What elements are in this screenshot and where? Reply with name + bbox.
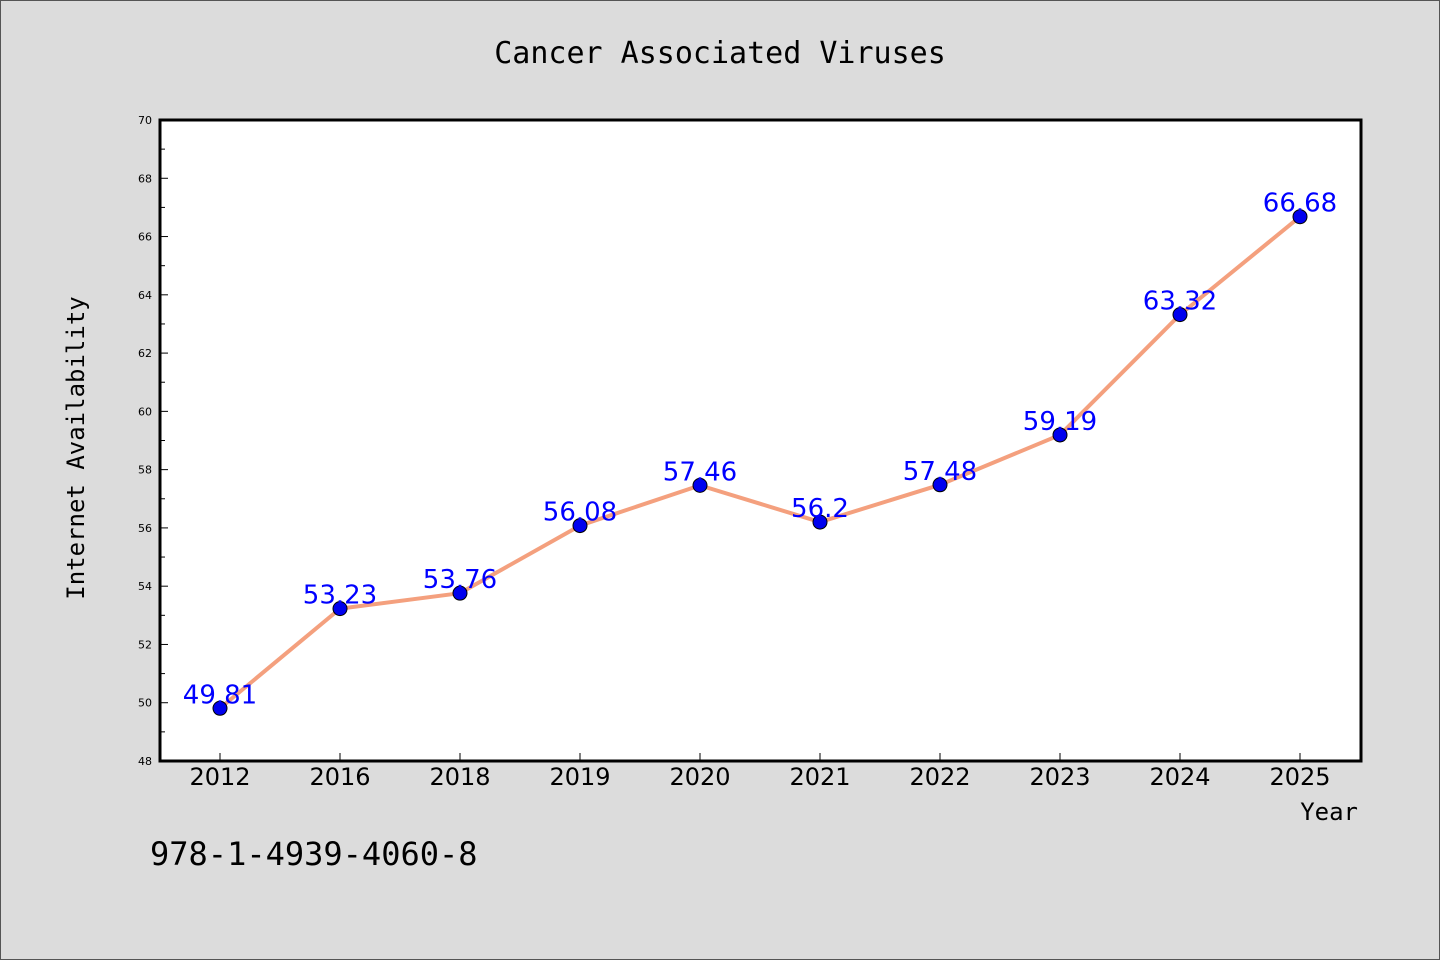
y-tick-label: 60 bbox=[138, 405, 152, 418]
y-tick-label: 54 bbox=[138, 580, 152, 593]
series-line bbox=[218, 215, 1302, 710]
data-labels-group: 49.81 53.23 53.76 56.08 57.46 56.2 57.48 59.19 6… bbox=[183, 189, 1337, 711]
markers-group bbox=[212, 209, 1308, 716]
x-tick-label: 2020 bbox=[669, 763, 730, 791]
data-point bbox=[932, 477, 948, 493]
data-point bbox=[692, 477, 708, 493]
data-label: 49.81 bbox=[183, 680, 257, 710]
data-label: 56.2 bbox=[791, 494, 849, 524]
y-axis-label: Internet Availability bbox=[62, 296, 90, 599]
y-tick-label: 50 bbox=[138, 697, 152, 710]
y-tick-label: 48 bbox=[138, 755, 152, 768]
x-axis: 2012 2016 2018 2019 2020 2021 2022 2023 2024 2025 bbox=[189, 753, 1331, 791]
y-tick-label: 68 bbox=[138, 172, 152, 185]
data-point bbox=[1292, 209, 1308, 225]
y-tick-label: 64 bbox=[138, 289, 152, 302]
y-tick-label: 62 bbox=[138, 347, 152, 360]
y-tick-label: 70 bbox=[138, 114, 152, 127]
data-label: 66.68 bbox=[1263, 189, 1337, 219]
footer-isbn: 978-1-4939-4060-8 bbox=[150, 835, 478, 873]
data-point bbox=[572, 518, 588, 534]
data-label: 57.48 bbox=[903, 457, 977, 487]
x-tick-label: 2021 bbox=[789, 763, 850, 791]
x-axis-label: Year bbox=[1300, 798, 1358, 826]
y-axis: 48 50 52 54 56 58 60 62 64 66 68 70 bbox=[138, 114, 168, 768]
data-label: 63.32 bbox=[1143, 287, 1217, 317]
x-tick-label: 2018 bbox=[429, 763, 490, 791]
data-point bbox=[452, 585, 468, 601]
data-label: 57.46 bbox=[663, 457, 737, 487]
x-tick-label: 2025 bbox=[1269, 763, 1330, 791]
data-point bbox=[1052, 427, 1068, 443]
data-label: 59.19 bbox=[1023, 407, 1097, 437]
data-point bbox=[812, 514, 828, 530]
x-tick-label: 2019 bbox=[549, 763, 610, 791]
x-tick-label: 2024 bbox=[1149, 763, 1210, 791]
y-tick-label: 58 bbox=[138, 464, 152, 477]
data-label: 56.08 bbox=[543, 498, 617, 528]
plot-area bbox=[158, 118, 1363, 763]
data-point bbox=[212, 700, 228, 716]
data-label: 53.76 bbox=[423, 565, 497, 595]
y-tick-label: 66 bbox=[138, 231, 152, 244]
x-tick-label: 2012 bbox=[189, 763, 250, 791]
data-label: 53.23 bbox=[303, 581, 377, 611]
data-point bbox=[1172, 307, 1188, 323]
x-tick-label: 2016 bbox=[309, 763, 370, 791]
chart-title: Cancer Associated Viruses bbox=[494, 36, 946, 71]
x-tick-label: 2022 bbox=[909, 763, 970, 791]
x-tick-label: 2023 bbox=[1029, 763, 1090, 791]
series-line-group bbox=[218, 215, 1302, 710]
data-point bbox=[332, 601, 348, 617]
y-tick-label: 56 bbox=[138, 522, 152, 535]
y-tick-label: 52 bbox=[138, 638, 152, 651]
